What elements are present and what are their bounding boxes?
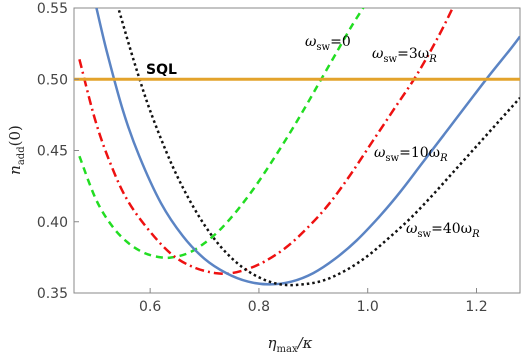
series-line-w10 [95,8,520,286]
curve-annotations: SQL ωsw=0 ωsw=3ωR ωsw=10ωR ωsw=40ωR [146,34,480,240]
y-tick-label: 0.55 [37,1,68,17]
series-curves [74,8,520,287]
y-axis-title: nadd(0) [6,125,27,175]
x-tick-label: 1.0 [357,299,379,315]
sql-label: SQL [146,62,177,78]
axis-labels: ηmax/κ nadd(0) [6,125,313,355]
axis-ticks: 0.6 0.8 1.0 1.2 0.35 0.40 0.45 0.50 0.55 [37,1,488,315]
y-tick-label: 0.45 [37,144,68,160]
x-axis-title: ηmax/κ [268,334,313,355]
y-tick-label: 0.35 [37,286,68,302]
plot-frame [73,7,521,294]
y-tick-label: 0.40 [37,215,68,231]
annotation-w10: ωsw=10ωR [374,145,448,164]
series-line-w3 [78,8,455,275]
series-line-w0 [78,8,365,260]
annotation-w0: ωsw=0 [305,34,351,53]
x-tick-label: 0.6 [139,299,161,315]
annotation-w40: ωsw=40ωR [406,221,480,240]
series-line-w40 [117,8,520,287]
annotation-w3: ωsw=3ωR [372,46,437,65]
y-tick-label: 0.50 [37,72,68,88]
x-tick-label: 1.2 [465,299,487,315]
x-tick-label: 0.8 [248,299,270,315]
plot-area [73,7,521,294]
